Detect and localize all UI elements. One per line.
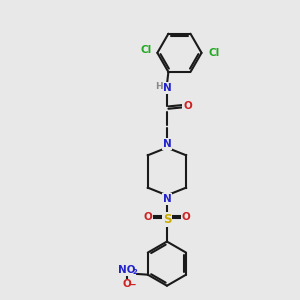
Text: O: O	[183, 101, 192, 111]
Text: O: O	[143, 212, 152, 222]
Text: O: O	[182, 212, 190, 222]
Text: Cl: Cl	[140, 45, 152, 55]
Text: Cl: Cl	[208, 48, 220, 58]
Text: −: −	[128, 280, 137, 290]
Text: N: N	[163, 83, 171, 93]
Text: 2: 2	[133, 269, 137, 275]
Text: S: S	[163, 213, 171, 226]
Text: H: H	[155, 82, 163, 91]
Text: N: N	[163, 139, 171, 149]
Text: NO: NO	[118, 265, 135, 275]
Text: O: O	[122, 279, 131, 290]
Text: N: N	[163, 194, 171, 204]
